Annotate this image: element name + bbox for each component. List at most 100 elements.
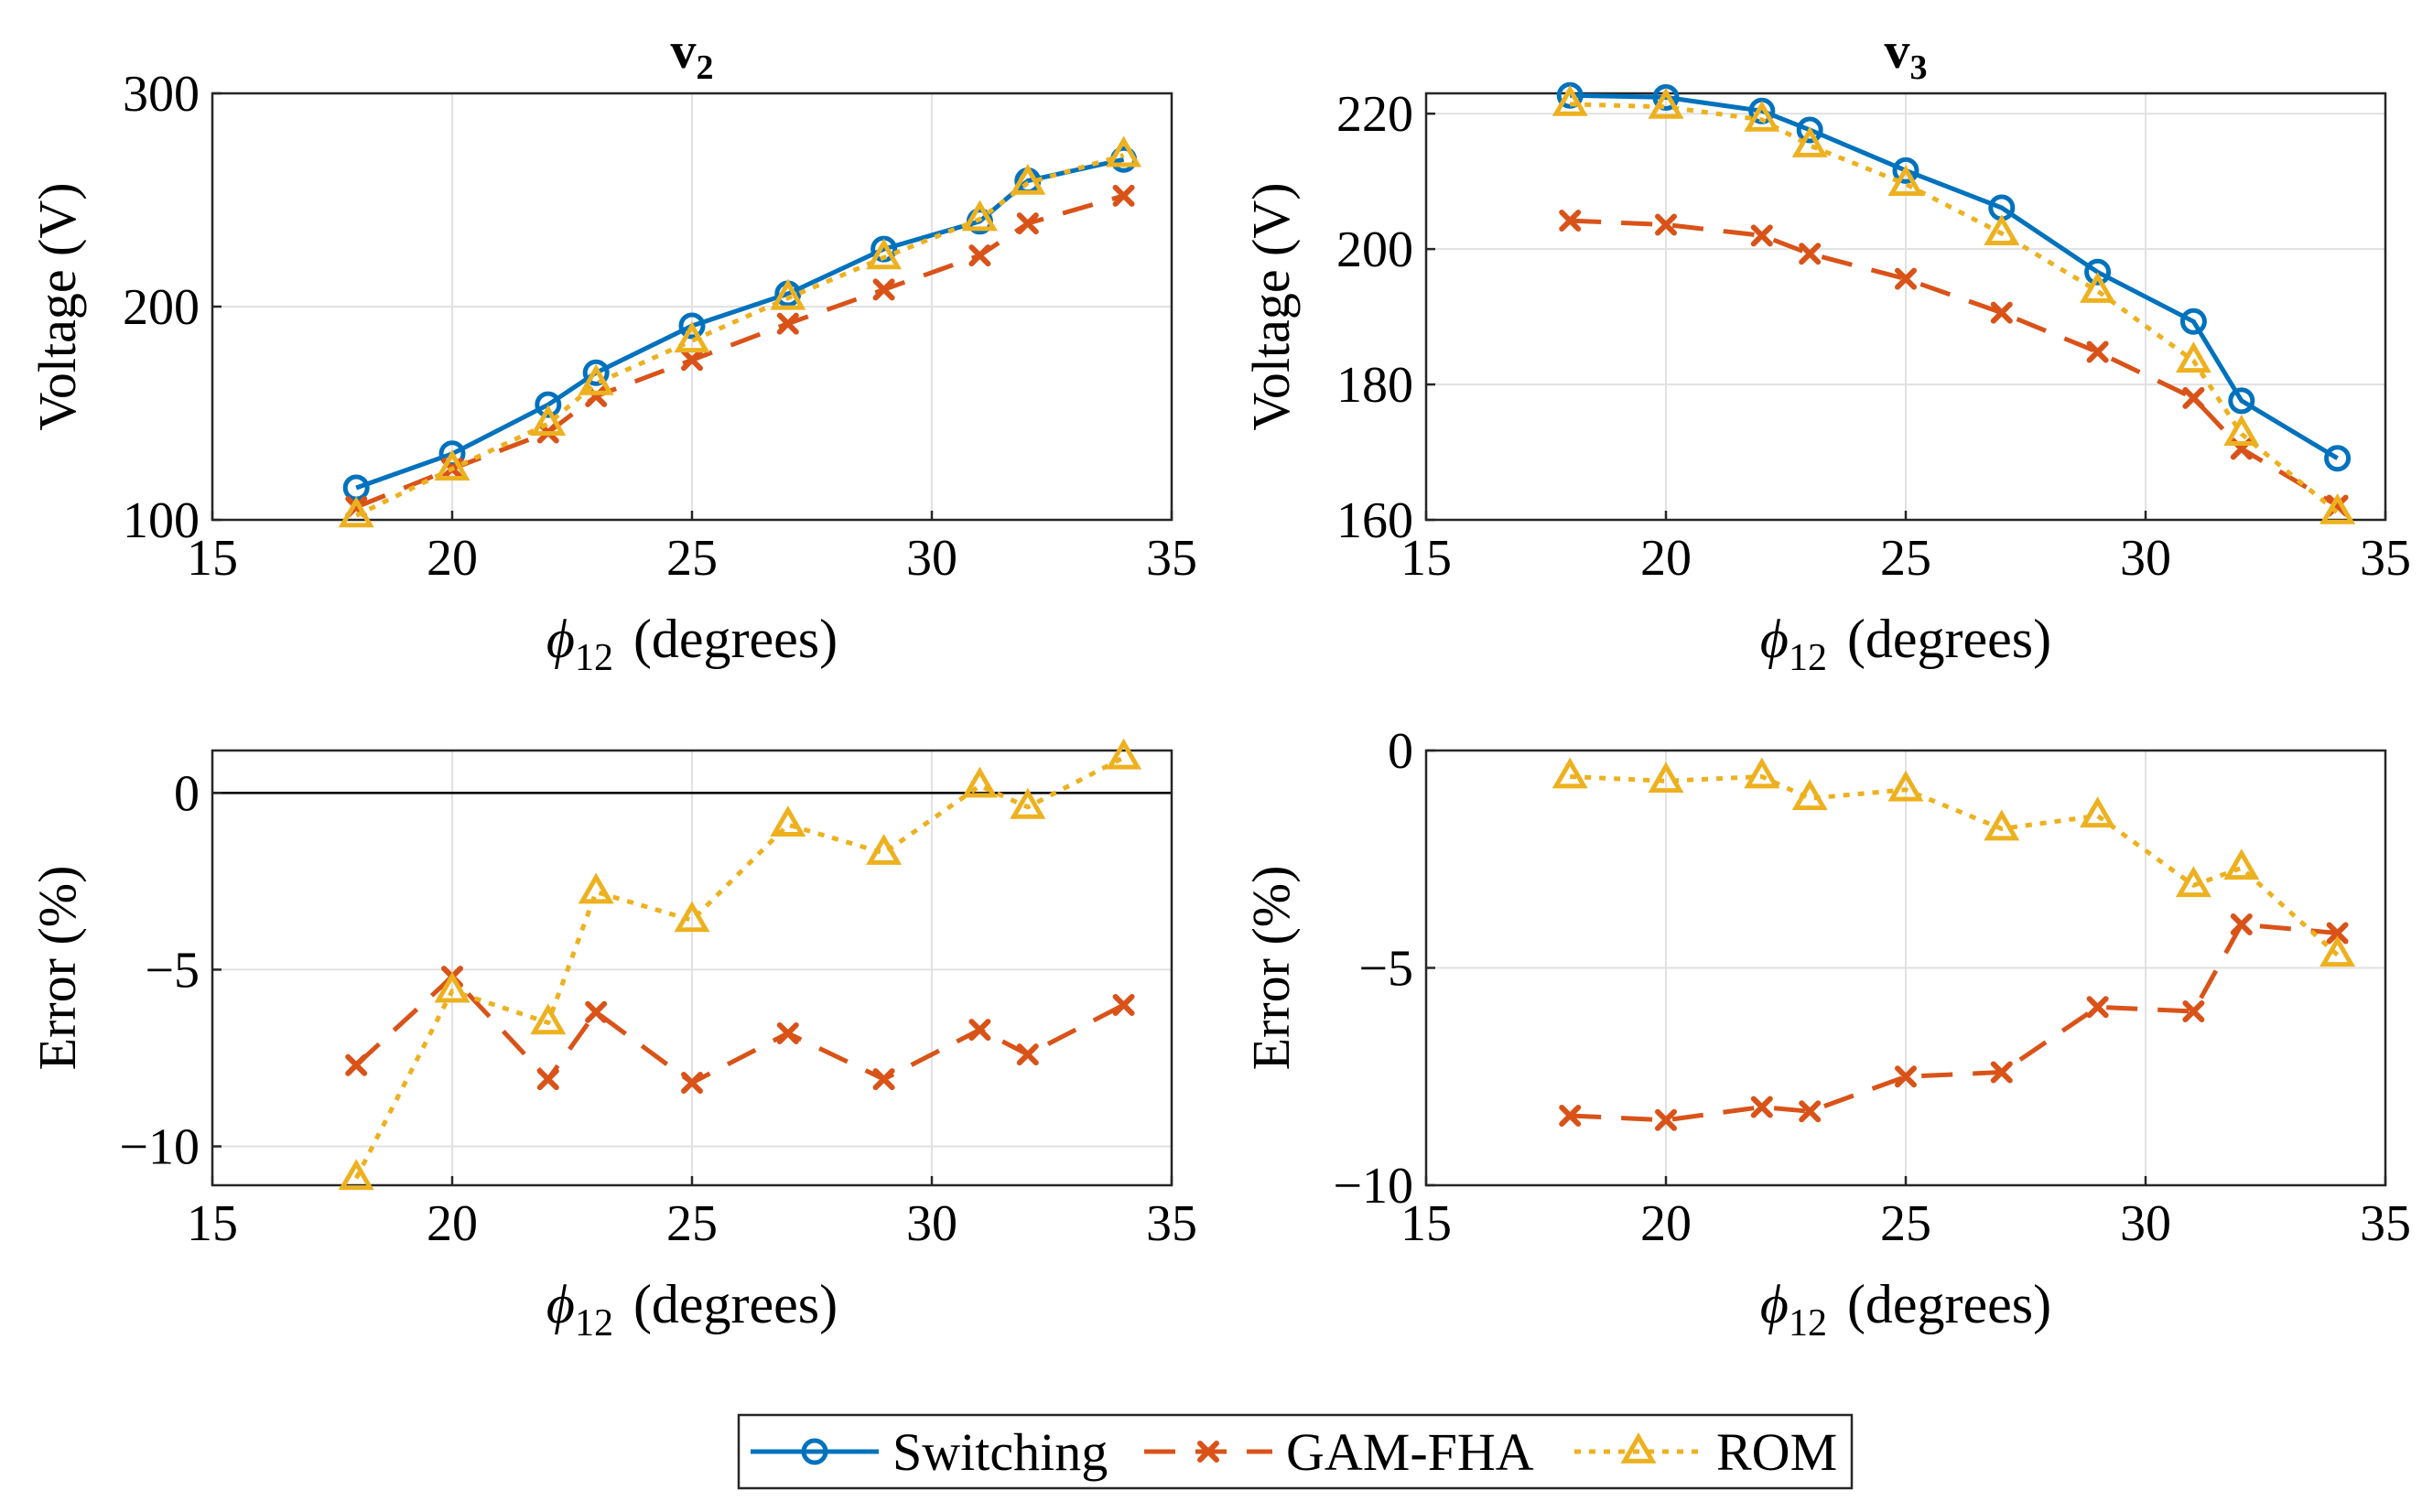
data-point-switching: [2179, 308, 2207, 335]
data-point-rom: [1887, 770, 1924, 802]
data-point-switching: [2324, 445, 2352, 472]
data-point-rom: [338, 496, 374, 528]
data-point-rom: [770, 278, 806, 310]
data-point-rom: [1010, 787, 1046, 819]
x-axis-symbol-subscript: 12: [1789, 1302, 1827, 1345]
x-tick-label: 15: [187, 1195, 238, 1252]
data-point-gam-fha: [872, 1068, 895, 1091]
x-axis-symbol: ϕ: [1760, 1274, 1789, 1334]
x-tick-label: 30: [2120, 1195, 2171, 1252]
y-tick-label: 0: [1388, 723, 1413, 780]
legend-item-rom: ROM: [1574, 1422, 1837, 1482]
data-point-rom: [1744, 757, 1780, 789]
series-line-gam-fha: [1570, 922, 2338, 1123]
series-line-gam-fha: [1570, 218, 2339, 508]
legend-item-switching: Switching: [751, 1422, 1108, 1482]
series-line-rom: [353, 755, 1125, 1180]
x-tick-label: 25: [666, 1195, 718, 1252]
x-tick-label: 15: [1400, 1195, 1452, 1252]
series-rom: [1552, 84, 2356, 524]
data-point-gam-fha: [1112, 994, 1135, 1017]
data-point-rom: [1010, 163, 1046, 195]
chart-title-subscript: 2: [697, 49, 714, 87]
data-point-rom: [961, 200, 998, 232]
x-tick-label: 30: [906, 1195, 957, 1252]
data-point-gam-fha: [2326, 922, 2349, 945]
x-tick-label: 20: [1640, 1195, 1692, 1252]
chart-panel-v3-voltage: 15 20 25 30 35 160 180 200 220 Voltage (V) ϕ12 (deg…: [1241, 23, 2411, 679]
x-axis-label: ϕ12 (degrees): [1760, 609, 2051, 679]
x-axis-unit: (degrees): [1847, 1274, 2051, 1334]
y-tick-label: 0: [174, 765, 200, 822]
data-point-rom: [338, 1159, 374, 1191]
y-tick-label: 100: [123, 492, 200, 549]
x-axis-label: ϕ12 (degrees): [1760, 1274, 2051, 1345]
data-point-switching: [678, 312, 706, 340]
legend-item-gam-fha: GAM-FHA: [1144, 1422, 1534, 1482]
data-point-gam-fha: [968, 244, 991, 267]
chart-title-main: v: [671, 23, 697, 80]
data-point-rom: [2223, 848, 2260, 880]
x-tick-label: 30: [906, 530, 957, 587]
data-point-rom: [578, 872, 614, 904]
data-point-rom: [770, 805, 806, 837]
data-point-gam-fha: [2086, 340, 2109, 363]
y-tick-label: 200: [1336, 221, 1413, 278]
chart-panel-v3-error: 15 20 25 30 35 −10 −5 0 Error (%) ϕ12 (degrees): [1241, 723, 2411, 1345]
data-point-rom: [1984, 214, 2020, 246]
data-point-gam-fha: [681, 349, 703, 372]
data-point-rom: [2319, 492, 2356, 524]
data-point-rom: [1744, 100, 1780, 132]
series-gam-fha: [345, 184, 1135, 519]
y-tick-label: −10: [1333, 1158, 1413, 1215]
data-point-switching: [535, 391, 562, 418]
legend-label: ROM: [1716, 1422, 1837, 1482]
x-axis-unit: (degrees): [633, 1274, 838, 1334]
y-axis-label: Error (%): [1241, 866, 1301, 1071]
data-point-rom: [1791, 779, 1828, 811]
data-point-gam-fha: [1750, 1096, 1773, 1118]
data-point-gam-fha: [585, 1000, 608, 1023]
legend-marker: [1197, 1441, 1219, 1463]
x-axis-symbol-subscript: 12: [575, 1302, 613, 1345]
series-line-rom: [1570, 102, 2340, 514]
series-gam-fha: [1559, 913, 2349, 1131]
series-line-gam-fha: [354, 974, 1125, 1085]
data-point-gam-fha: [2182, 1000, 2205, 1022]
series-line-switching: [355, 157, 1125, 491]
x-axis-unit: (degrees): [633, 609, 838, 669]
x-axis-label: ϕ12 (degrees): [546, 609, 838, 679]
y-axis-label: Error (%): [27, 866, 87, 1071]
data-point-rom: [674, 901, 710, 933]
x-axis-symbol-subscript: 12: [1789, 637, 1827, 679]
data-point-gam-fha: [1895, 1065, 1917, 1088]
series-line-switching: [1570, 92, 2339, 460]
data-point-gam-fha: [1559, 1105, 1582, 1127]
data-point-rom: [434, 449, 470, 481]
data-point-switching: [342, 474, 370, 502]
chart-title: v2: [671, 23, 714, 87]
data-point-rom: [2223, 415, 2260, 446]
series-gam-fha: [345, 966, 1135, 1095]
data-point-rom: [2175, 866, 2211, 898]
data-point-gam-fha: [1655, 1108, 1677, 1131]
series-switching: [342, 146, 1138, 502]
y-tick-label: −5: [1358, 941, 1413, 998]
y-tick-label: 300: [123, 66, 200, 123]
y-tick-label: −5: [145, 942, 200, 999]
data-point-rom: [2175, 341, 2211, 373]
chart-title-main: v: [1885, 23, 1910, 80]
data-point-rom: [1552, 84, 1588, 116]
x-tick-label: 15: [1400, 530, 1452, 587]
data-point-gam-fha: [345, 1053, 368, 1076]
y-tick-label: 200: [123, 279, 200, 336]
x-axis-symbol-subscript: 12: [575, 637, 613, 679]
data-point-rom: [1648, 87, 1684, 119]
x-tick-label: 35: [1146, 1195, 1197, 1252]
legend-label: GAM-FHA: [1286, 1422, 1534, 1482]
x-axis-symbol: ϕ: [1760, 609, 1789, 669]
chart-panel-v2-error: 15 20 25 30 35 −10 −5 0 Error (%) ϕ12 (degrees): [27, 738, 1197, 1345]
data-point-rom: [434, 971, 470, 1003]
x-tick-label: 25: [666, 530, 718, 587]
